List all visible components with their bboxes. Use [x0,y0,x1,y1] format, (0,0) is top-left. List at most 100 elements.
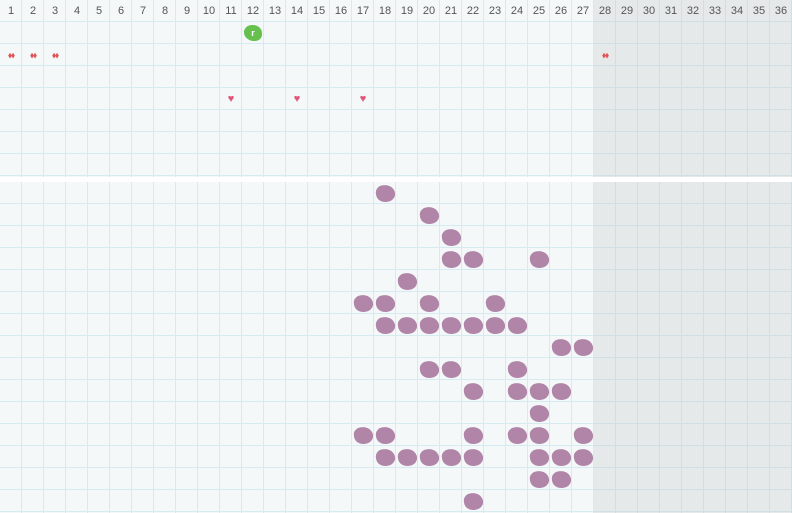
symptom-marker[interactable] [506,358,528,380]
symptom-marker[interactable] [374,292,396,314]
day-header[interactable]: 5 [95,5,103,17]
symptom-marker[interactable] [550,468,572,490]
day-header[interactable]: 29 [620,5,634,17]
symptom-marker[interactable] [550,380,572,402]
symptom-marker[interactable] [528,380,550,402]
symptom-marker[interactable] [440,248,462,270]
symptom-marker[interactable] [440,226,462,248]
heart-icon: ♥ [227,93,235,105]
heart-marker[interactable]: ♥ [220,88,242,110]
symptom-marker[interactable] [462,248,484,270]
day-header[interactable]: 12 [246,5,260,17]
day-header[interactable]: 32 [686,5,700,17]
symptom-marker[interactable] [572,446,594,468]
symptom-marker[interactable] [418,204,440,226]
day-header[interactable]: 9 [183,5,191,17]
symptom-marker[interactable] [374,182,396,204]
day-header[interactable]: 23 [488,5,502,17]
day-header[interactable]: 31 [664,5,678,17]
symptom-marker[interactable] [352,424,374,446]
purple-blob-icon [418,359,440,379]
symptom-marker[interactable] [440,446,462,468]
purple-blob-icon [374,315,396,335]
symptom-marker[interactable] [462,314,484,336]
symptom-marker[interactable] [418,358,440,380]
day-header[interactable]: 10 [202,5,216,17]
symptom-marker[interactable] [396,314,418,336]
day-header[interactable]: 7 [139,5,147,17]
symptom-marker[interactable] [528,424,550,446]
purple-blob-icon [506,425,528,445]
heart-marker[interactable]: ♥ [352,88,374,110]
symptom-marker[interactable] [374,446,396,468]
day-header[interactable]: 2 [29,5,37,17]
day-header[interactable]: 6 [117,5,125,17]
purple-blob-icon [528,447,550,467]
symptom-marker[interactable] [528,248,550,270]
symptom-marker[interactable] [396,270,418,292]
symptom-marker[interactable] [506,380,528,402]
symptom-marker[interactable] [484,314,506,336]
day-header[interactable]: 19 [400,5,414,17]
symptom-marker[interactable] [550,446,572,468]
bleeding-marker[interactable]: ⬧⬧ [22,44,44,66]
symptom-marker[interactable] [462,446,484,468]
day-header[interactable]: 8 [161,5,169,17]
day-header[interactable]: 35 [752,5,766,17]
day-header[interactable]: 11 [225,5,237,17]
day-header[interactable]: 36 [774,5,788,17]
day-header[interactable]: 4 [73,5,81,17]
purple-blob-icon [528,249,550,269]
symptom-marker[interactable] [462,380,484,402]
symptom-marker[interactable] [396,446,418,468]
symptom-marker[interactable] [462,424,484,446]
day-header[interactable]: 34 [730,5,744,17]
day-header[interactable]: 28 [598,5,612,17]
symptom-marker[interactable] [528,402,550,424]
bleeding-marker[interactable]: ⬧⬧ [0,44,22,66]
bleeding-marker[interactable]: ⬧⬧ [44,44,66,66]
heart-icon: ♥ [359,93,367,105]
day-header[interactable]: 14 [290,5,304,17]
day-header[interactable]: 27 [576,5,590,17]
symptom-marker[interactable] [440,314,462,336]
symptom-marker[interactable] [550,336,572,358]
symptom-marker[interactable] [374,424,396,446]
symptom-marker[interactable] [484,292,506,314]
symptom-marker[interactable] [528,468,550,490]
symptom-marker[interactable] [462,490,484,512]
heart-marker[interactable]: ♥ [286,88,308,110]
symptom-marker[interactable] [352,292,374,314]
blood-drops-icon: ⬧⬧ [29,49,37,60]
symptom-marker[interactable] [374,314,396,336]
day-header[interactable]: 21 [444,5,458,17]
symptom-marker[interactable] [506,424,528,446]
symptom-marker[interactable] [506,314,528,336]
symptom-marker[interactable] [418,446,440,468]
day-header[interactable]: 13 [268,5,282,17]
day-header[interactable]: 30 [642,5,656,17]
purple-blob-icon [572,447,594,467]
symptom-marker[interactable] [572,424,594,446]
day-header[interactable]: 22 [466,5,480,17]
day-header[interactable]: 1 [7,5,15,17]
day-header[interactable]: 26 [554,5,568,17]
symptom-marker[interactable] [440,358,462,380]
purple-blob-icon [418,447,440,467]
symptom-marker[interactable] [572,336,594,358]
day-header[interactable]: 3 [51,5,59,17]
symptom-marker[interactable] [418,314,440,336]
purple-blob-icon [462,491,484,511]
day-header[interactable]: 17 [356,5,370,17]
day-header[interactable]: 33 [708,5,722,17]
event-marker[interactable]: r [242,22,264,44]
symptom-marker[interactable] [528,446,550,468]
day-header[interactable]: 24 [510,5,524,17]
day-header[interactable]: 16 [334,5,348,17]
day-header[interactable]: 20 [422,5,436,17]
day-header[interactable]: 25 [532,5,546,17]
day-header[interactable]: 15 [312,5,326,17]
symptom-marker[interactable] [418,292,440,314]
bleeding-marker[interactable]: ⬧⬧ [594,44,616,66]
day-header[interactable]: 18 [378,5,392,17]
